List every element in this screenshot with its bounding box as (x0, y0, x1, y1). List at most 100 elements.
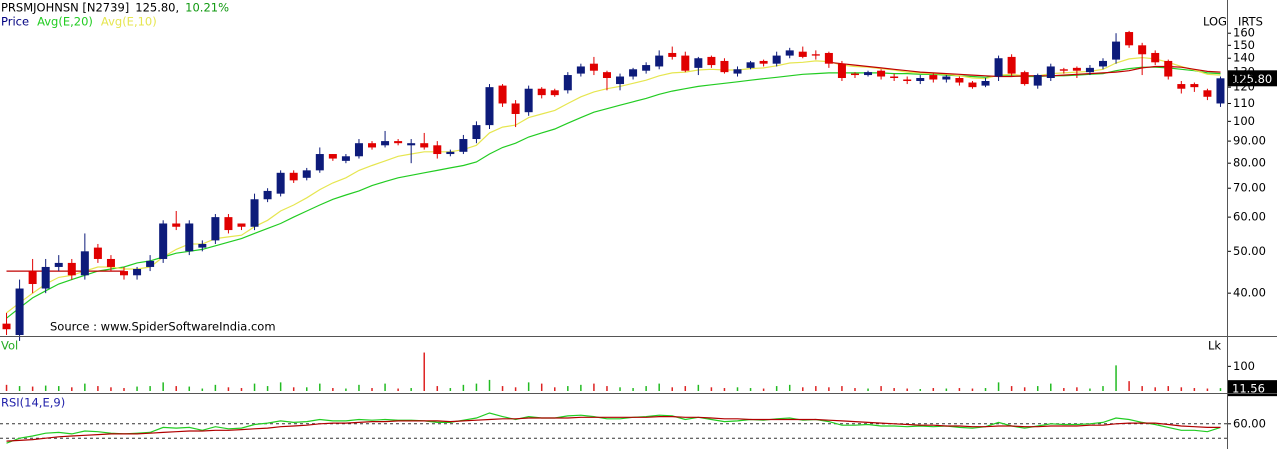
volume-bar (971, 388, 974, 391)
volume-bar (1167, 386, 1170, 391)
candle-body (328, 154, 337, 159)
candle-body (1098, 60, 1107, 67)
candle-body (394, 141, 403, 144)
candle-body (120, 271, 129, 276)
legend-entry: Avg(E,20) (37, 15, 93, 29)
candle-body (864, 72, 873, 76)
volume-bar (671, 387, 673, 391)
volume-bar (240, 388, 243, 391)
volume-bar (1010, 386, 1013, 391)
volume-bar (84, 383, 86, 391)
candle-body (368, 143, 377, 148)
volume-bar (802, 387, 804, 391)
candle-body (942, 76, 951, 80)
candle-body (563, 75, 572, 91)
volume-bar (71, 387, 73, 391)
candle-body (837, 63, 846, 79)
y-tick-label: 80.00 (1233, 156, 1266, 170)
candle-body (459, 139, 468, 152)
candle-body (341, 156, 350, 161)
volume-bar (1023, 387, 1026, 391)
candle-body (263, 190, 272, 200)
volume-bar (188, 386, 191, 391)
candle-body (1138, 45, 1147, 55)
candle-body (981, 81, 990, 86)
candle-body (1072, 67, 1081, 71)
volume-bar (292, 387, 295, 391)
candle-body (407, 143, 416, 146)
volume-bar (358, 384, 360, 391)
candle-body (381, 141, 390, 146)
candle-body (1164, 60, 1173, 77)
unit-label: Lk (1208, 339, 1221, 353)
volume-bar (449, 388, 452, 391)
y-tick-label: 50.00 (1233, 244, 1266, 258)
y-tick-label: 150 (1233, 38, 1255, 52)
volume-bar (97, 386, 99, 391)
line-series (6, 56, 1221, 314)
candle-body (237, 223, 246, 227)
volume-bar (880, 386, 882, 391)
candle-body (668, 52, 677, 57)
volume-bar (175, 386, 177, 391)
candle-body (720, 60, 729, 73)
candle-body (41, 266, 50, 289)
candle-body (772, 55, 781, 64)
candle-body (289, 172, 298, 181)
volume-bar (306, 387, 308, 391)
volume-bar (893, 388, 895, 391)
volume-bar (554, 387, 556, 391)
y-tick-label: 140 (1233, 51, 1255, 65)
volume-bar (345, 388, 347, 391)
volume-bar (854, 388, 856, 391)
candle-body (576, 66, 585, 74)
line-series (6, 416, 1221, 442)
candle-body (550, 90, 559, 96)
volume-bar (1115, 365, 1117, 391)
volume-bar (57, 386, 60, 391)
volume-bar (580, 384, 582, 391)
candle-body (354, 143, 363, 157)
volume-bar (841, 386, 843, 391)
volume-bar (5, 384, 8, 391)
candle-body (133, 268, 142, 276)
volume-bar (788, 384, 791, 391)
candle-body (498, 85, 507, 104)
volume-bar (540, 383, 543, 391)
volume-bar (906, 388, 908, 391)
volume-bar (227, 387, 230, 391)
candle-body (2, 323, 11, 330)
candle-body (929, 75, 938, 80)
y-tick-label: 160 (1233, 26, 1255, 40)
candle-body (850, 73, 859, 76)
volume-bar (31, 386, 34, 391)
volume-bar (567, 386, 569, 391)
candle-body (1046, 66, 1055, 79)
candle-body (446, 151, 455, 155)
volume-bar (123, 388, 125, 391)
candle-body (54, 262, 63, 267)
candle-body (746, 62, 755, 68)
candle-body (146, 260, 155, 267)
volume-bar (775, 386, 778, 391)
volume-bar (867, 388, 869, 391)
volume-bar (1193, 388, 1196, 391)
y-tick-label: 120 (1233, 80, 1255, 94)
volume-bar (710, 387, 713, 391)
volume-bar (397, 388, 399, 391)
volume-bar (110, 387, 112, 391)
volume-bar (828, 387, 830, 391)
candle-body (785, 50, 794, 56)
header-value: 10.21% (185, 1, 229, 15)
candle-body (211, 217, 220, 241)
y-tick-label: 60.00 (1233, 416, 1266, 430)
candle-body (276, 172, 285, 194)
candle-body (681, 55, 690, 71)
volume-bar (997, 382, 1000, 391)
last-value-box (1228, 380, 1277, 397)
candle-body (890, 76, 899, 79)
volume-bar (501, 386, 504, 391)
y-tick-label: 40.00 (1233, 286, 1266, 300)
